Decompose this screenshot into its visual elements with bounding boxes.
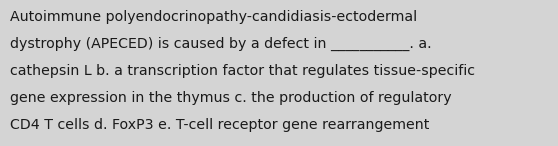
Text: Autoimmune polyendocrinopathy-candidiasis-ectodermal: Autoimmune polyendocrinopathy-candidiasi… bbox=[10, 10, 417, 24]
Text: dystrophy (APECED) is caused by a defect in ___________. a.: dystrophy (APECED) is caused by a defect… bbox=[10, 37, 432, 51]
Text: cathepsin L b. a transcription factor that regulates tissue-specific: cathepsin L b. a transcription factor th… bbox=[10, 64, 475, 78]
Text: gene expression in the thymus c. the production of regulatory: gene expression in the thymus c. the pro… bbox=[10, 91, 451, 105]
Text: CD4 T cells d. FoxP3 e. T-cell receptor gene rearrangement: CD4 T cells d. FoxP3 e. T-cell receptor … bbox=[10, 118, 430, 132]
